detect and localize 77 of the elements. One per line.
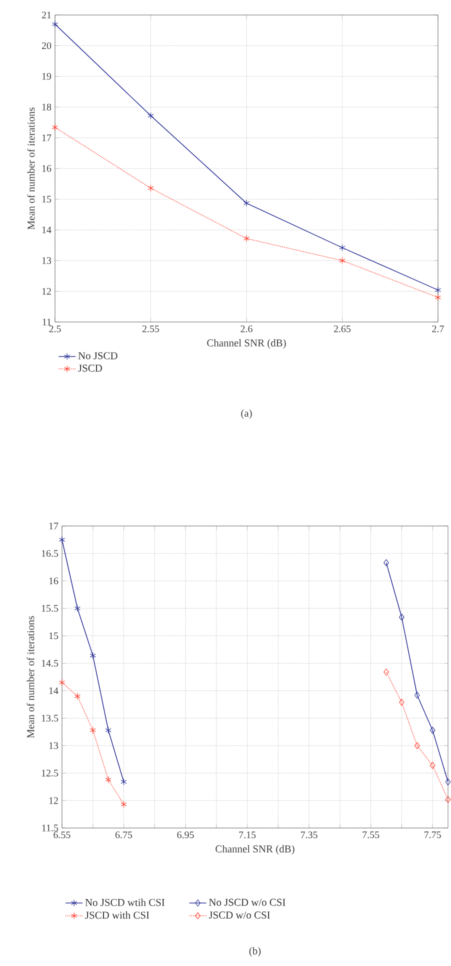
- legend-label: No JSCD: [78, 352, 118, 360]
- y-tick-label: 12: [49, 797, 58, 804]
- legend-label: JSCD w/o CSI: [208, 912, 270, 919]
- point: [384, 559, 389, 566]
- text: (a): [241, 409, 252, 419]
- point: [434, 286, 442, 294]
- point: [339, 257, 346, 264]
- x-axis-title: Channel SNR (dB): [216, 845, 294, 855]
- text: (b): [249, 947, 261, 957]
- point: [414, 692, 420, 699]
- x-tick-label: 7.15: [239, 832, 256, 838]
- x-tick-label: 7.75: [424, 832, 441, 838]
- y-tick-label: 12: [42, 288, 51, 295]
- point: [148, 184, 154, 192]
- legend-label: No JSCD wtih CSI: [85, 898, 165, 906]
- point: [445, 796, 451, 803]
- point: [58, 536, 66, 544]
- point: [90, 726, 96, 734]
- point: [120, 778, 127, 786]
- y-tick-label: 16: [42, 165, 52, 172]
- point: [58, 679, 66, 686]
- x-tick-label: 2.65: [334, 326, 351, 332]
- x-tick-label: 6.55: [54, 832, 70, 838]
- point: [52, 20, 58, 28]
- x-tick-label: 7.55: [362, 832, 380, 838]
- point: [74, 692, 81, 700]
- y-tick-label: 17: [49, 522, 58, 530]
- x-tick-label: 2.5: [49, 326, 61, 332]
- point: [398, 614, 404, 621]
- legend-label: JSCD with CSI: [85, 911, 150, 919]
- point: [398, 698, 404, 706]
- point: [445, 778, 451, 786]
- y-tick-label: 13.5: [42, 714, 58, 722]
- x-tick-label: 7.35: [300, 832, 318, 838]
- y-tick-label: 18: [42, 104, 52, 110]
- y-tick-label: 16: [49, 578, 58, 584]
- y-tick-label: 14: [42, 226, 52, 234]
- y-tick-label: 11: [42, 318, 51, 326]
- y-tick-label: 19: [42, 73, 52, 80]
- x-tick-label: 6.75: [115, 832, 132, 838]
- legend-label: JSCD: [78, 364, 102, 372]
- y-tick-label: 12.5: [42, 770, 58, 776]
- y-tick-label: 21: [42, 12, 51, 18]
- y-axis-title: Mean of number of iterations: [27, 108, 35, 230]
- point: [430, 762, 436, 769]
- x-tick-label: 2.7: [432, 326, 444, 332]
- y-tick-label: 15.5: [42, 605, 58, 612]
- y-tick-label: 13: [42, 257, 52, 264]
- point: [120, 800, 127, 808]
- point: [339, 244, 346, 252]
- point: [74, 604, 81, 612]
- point: [90, 652, 96, 660]
- y-tick-label: 16.5: [42, 550, 58, 557]
- point: [430, 726, 436, 734]
- point: [414, 742, 420, 750]
- point: [105, 726, 112, 734]
- point: [243, 235, 250, 242]
- point: [148, 112, 154, 120]
- legend-label: No JSCD w/o CSI: [209, 898, 286, 906]
- y-tick-label: 14.5: [42, 660, 58, 667]
- x-axis-title: Channel SNR (dB): [207, 339, 286, 349]
- point: [384, 668, 389, 676]
- y-tick-label: 15: [49, 632, 58, 640]
- point: [105, 776, 112, 784]
- y-tick-label: 14: [49, 687, 58, 694]
- y-tick-label: 17: [42, 134, 52, 142]
- x-tick-label: 6.95: [177, 832, 194, 838]
- y-tick-label: 20: [42, 42, 52, 50]
- y-tick-label: 13: [49, 742, 58, 749]
- y-tick-label: 15: [42, 196, 52, 203]
- point: [434, 294, 442, 301]
- y-tick-label: 11.5: [42, 824, 58, 832]
- x-tick-label: 2.6: [240, 326, 252, 332]
- x-tick-label: 2.55: [142, 326, 160, 332]
- point: [243, 200, 250, 207]
- y-axis-title: Mean of number of iterations: [26, 616, 34, 738]
- point: [52, 124, 58, 131]
